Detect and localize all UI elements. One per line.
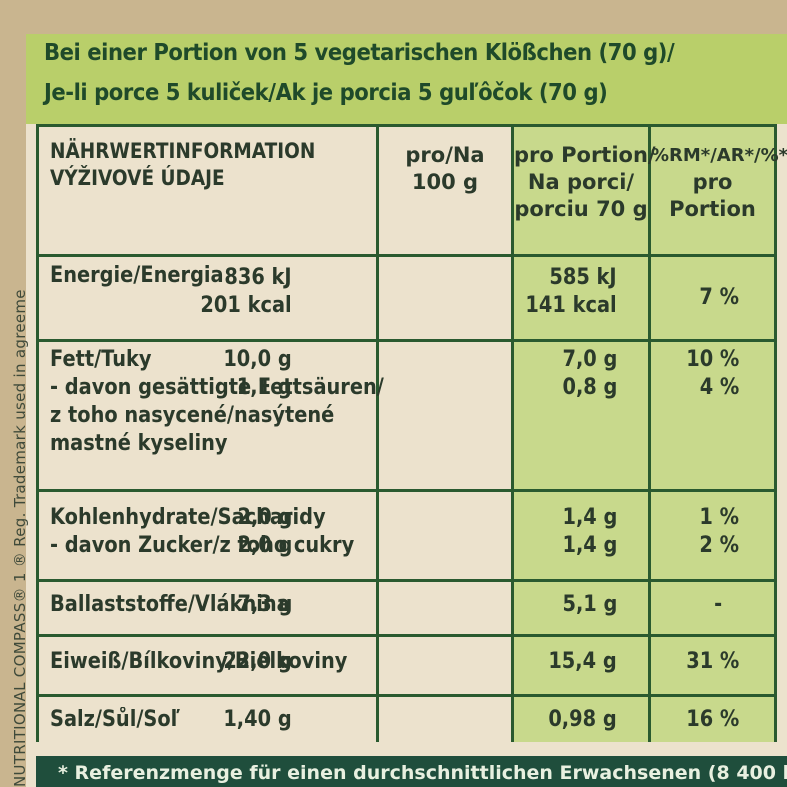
label-text: - davon gesättigte Fettsäuren/ <box>50 375 384 400</box>
value: 201 kcal <box>200 293 292 318</box>
row-carbs-portion: 1,4 g 1,4 g <box>562 504 617 560</box>
column-divider <box>511 124 514 742</box>
row-fibre-label: Ballaststoffe/Vláknina <box>50 592 290 617</box>
row-fibre-ri: - <box>713 592 722 617</box>
row-fat-label: Fett/Tuky - davon gesättigte Fettsäuren/… <box>50 346 384 458</box>
value: 141 kcal <box>525 293 617 318</box>
label-text: Fett/Tuky <box>50 347 152 372</box>
value: 4 % <box>699 375 739 400</box>
row-divider <box>36 694 777 697</box>
header-text: Portion <box>669 197 756 221</box>
label-text: mastné kyseliny <box>50 431 228 456</box>
header-text: VÝŽIVOVÉ ÚDAJE <box>50 166 225 190</box>
row-fat-ri: 10 % 4 % <box>686 346 739 402</box>
table-border-left <box>36 124 39 742</box>
table-border-right <box>774 124 777 742</box>
value: 1,1 g <box>237 375 292 400</box>
row-divider <box>36 124 777 127</box>
label-text: z toho nasycené/nasýtené <box>50 403 335 428</box>
row-fat-per100: 10,0 g 1,1 g <box>224 346 292 402</box>
row-carbs-per100: 2,0 g 2,0 g <box>237 504 292 560</box>
row-salt-portion: 0,98 g <box>548 707 617 732</box>
header-text: pro/Na <box>405 143 485 167</box>
row-fat-portion: 7,0 g 0,8 g <box>562 346 617 402</box>
row-protein-per100: 22,0 g <box>223 649 292 674</box>
row-protein-label: Eiweiß/Bílkoviny/Bielkoviny <box>50 649 348 674</box>
value: 1,4 g <box>562 505 617 530</box>
row-divider <box>36 634 777 637</box>
label-text: - davon Zucker/z toho cukry <box>50 533 355 558</box>
row-energy-portion: 585 kJ 141 kcal <box>526 264 617 320</box>
label-text: Kohlenhydrate/Sacharidy <box>50 505 326 530</box>
header-per-portion: pro Portion/ Na porci/ porciu 70 g <box>514 142 656 223</box>
value: 1,4 g <box>562 533 617 558</box>
header-per-100g: pro/Na 100 g <box>379 142 511 196</box>
serving-header: Bei einer Portion von 5 vegetarischen Kl… <box>26 34 787 124</box>
row-protein-portion: 15,4 g <box>548 649 617 674</box>
row-salt-ri: 16 % <box>685 707 739 732</box>
header-text: %RM*/AR*/%* <box>651 145 787 166</box>
serving-line-de: Bei einer Portion von 5 vegetarischen Kl… <box>44 40 675 66</box>
nutrition-table: NÄHRWERTINFORMATION VÝŽIVOVÉ ÚDAJE pro/N… <box>36 124 787 742</box>
column-divider <box>376 124 379 742</box>
row-salt-label: Salz/Sůl/Soľ <box>50 707 180 732</box>
row-protein-ri: 31 % <box>685 649 739 674</box>
row-carbs-ri: 1 % 2 % <box>699 504 739 560</box>
header-text: Na porci/ <box>527 170 635 194</box>
reference-footnote: * Referenzmenge für einen durchschnittli… <box>36 756 787 787</box>
row-carbs-label: Kohlenhydrate/Sacharidy - davon Zucker/z… <box>50 504 354 560</box>
header-nutrition-label: NÄHRWERTINFORMATION VÝŽIVOVÉ ÚDAJE <box>50 138 315 192</box>
header-text: 100 g <box>411 170 479 194</box>
serving-line-cz-sk: Je-li porce 5 kuliček/Ak je porcia 5 guľ… <box>44 80 608 106</box>
row-fibre-portion: 5,1 g <box>562 592 617 617</box>
value: 836 kJ <box>224 265 292 290</box>
value: 2 % <box>699 533 739 558</box>
value: 585 kJ <box>549 265 617 290</box>
row-energy-label: Energie/Energia <box>50 263 224 288</box>
portion-column-bg <box>511 124 777 742</box>
value: 0,8 g <box>562 375 617 400</box>
side-trademark-text: NUTRITIONAL COMPASS® 1 ® Reg. Trademark … <box>11 289 29 787</box>
row-energy-ri: 7 % <box>699 285 739 310</box>
header-text: NÄHRWERTINFORMATION <box>50 139 316 163</box>
row-divider <box>36 579 777 582</box>
value: 2,0 g <box>237 533 292 558</box>
header-text: pro <box>692 170 733 194</box>
row-energy-per100: 836 kJ 201 kcal <box>201 264 292 320</box>
value: 10,0 g <box>223 347 292 372</box>
value: 2,0 g <box>237 505 292 530</box>
column-divider <box>648 124 651 742</box>
row-divider <box>36 339 777 342</box>
row-divider <box>36 489 777 492</box>
header-text: pro Portion/ <box>514 143 656 167</box>
row-fibre-per100: 7,3 g <box>237 592 292 617</box>
value: 10 % <box>685 347 739 372</box>
header-text: porciu 70 g <box>514 197 648 221</box>
header-reference-intake: %RM*/AR*/%* pro Portion <box>651 142 787 223</box>
value: 1 % <box>699 505 739 530</box>
row-salt-per100: 1,40 g <box>223 707 292 732</box>
row-divider <box>36 254 777 257</box>
value: 7,0 g <box>562 347 617 372</box>
